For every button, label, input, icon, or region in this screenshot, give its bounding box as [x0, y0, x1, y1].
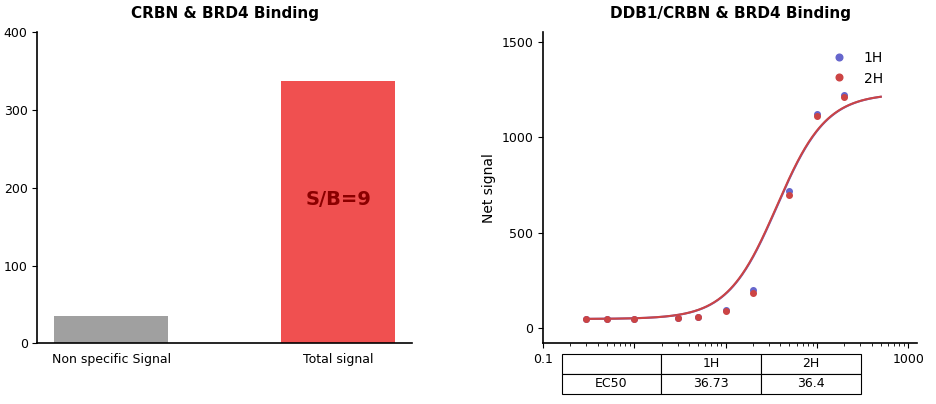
Line: 1H: 1H: [584, 93, 847, 321]
1H: [629, 316, 640, 321]
Legend: 1H, 2H: 1H, 2H: [819, 46, 888, 92]
2H: [601, 316, 612, 321]
1H: [839, 93, 850, 98]
Title: CRBN & BRD4 Binding: CRBN & BRD4 Binding: [131, 6, 318, 21]
Text: S/B=9: S/B=9: [305, 190, 371, 209]
Title: DDB1/CRBN & BRD4 Binding: DDB1/CRBN & BRD4 Binding: [609, 6, 851, 21]
2H: [747, 290, 758, 295]
2H: [629, 316, 640, 321]
Line: 2H: 2H: [584, 95, 847, 321]
Bar: [282, 80, 395, 343]
2H: [693, 314, 704, 319]
Y-axis label: Net signal: Net signal: [482, 153, 496, 223]
1H: [783, 188, 795, 193]
2H: [672, 315, 683, 320]
1H: [601, 316, 612, 321]
Bar: [54, 316, 168, 343]
2H: [812, 114, 823, 119]
2H: [839, 95, 850, 100]
2H: [581, 316, 592, 321]
1H: [672, 315, 683, 320]
1H: [812, 112, 823, 117]
2H: [783, 192, 795, 197]
X-axis label: BET Degrader-1,nM: BET Degrader-1,nM: [663, 372, 797, 386]
1H: [693, 314, 704, 319]
1H: [581, 316, 592, 321]
1H: [720, 307, 731, 312]
1H: [747, 288, 758, 292]
2H: [720, 309, 731, 314]
